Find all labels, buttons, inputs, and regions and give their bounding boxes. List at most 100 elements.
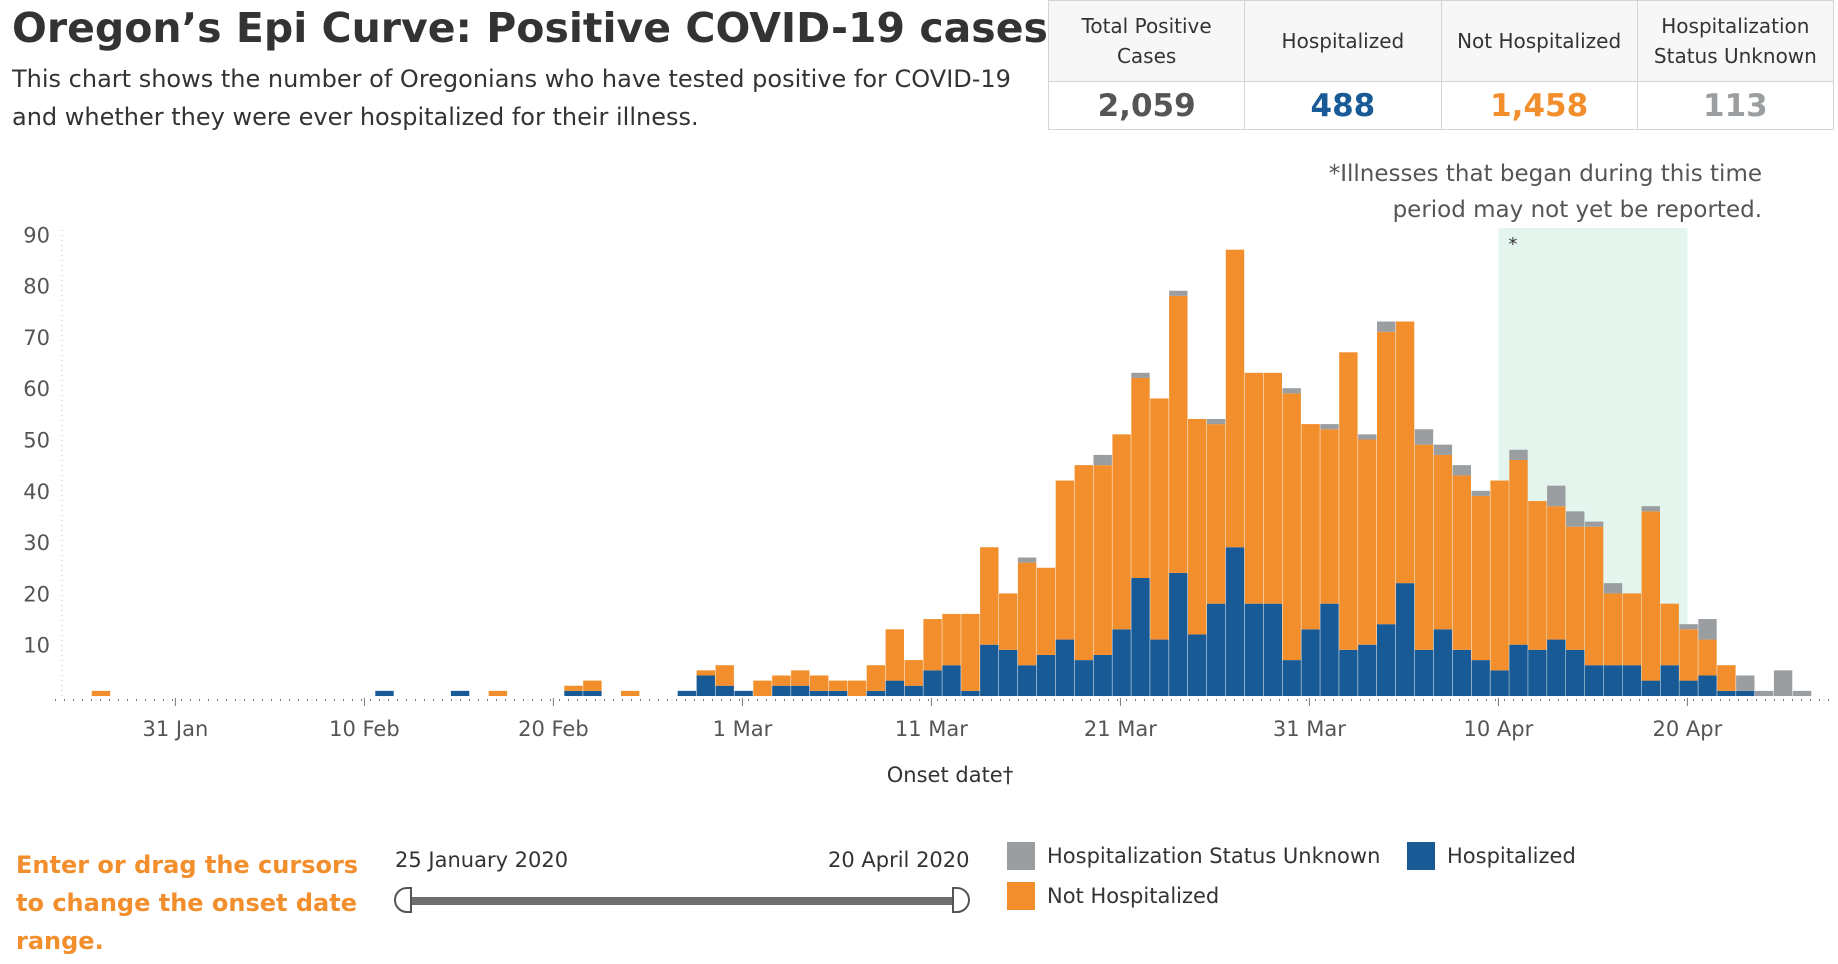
bar-not-hospitalized — [885, 629, 904, 681]
bar-hospitalization-status-unknown — [1433, 444, 1453, 455]
bar-not-hospitalized — [1017, 562, 1037, 666]
x-tick-label: 11 Mar — [895, 717, 968, 741]
bar-not-hospitalized — [1679, 629, 1698, 681]
bar-not-hospitalized — [1698, 639, 1717, 676]
bar-not-hospitalized — [866, 665, 886, 691]
summary-header-total: Total Positive Cases — [1049, 1, 1245, 82]
y-tick-label: 80 — [23, 275, 50, 299]
bar-hospitalized — [1471, 660, 1490, 696]
bar-hospitalization-status-unknown — [1641, 506, 1660, 512]
bar-hospitalized — [1490, 670, 1509, 696]
bar-hospitalized — [1017, 665, 1037, 696]
legend-label-not-hospitalized: Not Hospitalized — [1047, 884, 1220, 908]
bar-hospitalized — [1660, 665, 1679, 696]
page-title: Oregon’s Epi Curve: Positive COVID-19 ca… — [12, 4, 1048, 52]
bar-not-hospitalized — [1244, 372, 1264, 604]
bar-hospitalization-status-unknown — [1736, 675, 1755, 691]
bar-hospitalization-status-unknown — [1093, 454, 1112, 466]
bar-not-hospitalized — [1358, 439, 1377, 645]
summary-header-unknown: Hospitalization Status Unknown — [1637, 1, 1833, 82]
bar-hospitalized — [1584, 665, 1604, 696]
bar-hospitalized — [1074, 660, 1093, 696]
bar-not-hospitalized — [91, 690, 111, 696]
shaded-region-label: * — [1508, 234, 1517, 255]
bar-hospitalized — [677, 690, 697, 696]
bar-hospitalized — [1301, 629, 1320, 696]
x-axis-title: Onset date† — [887, 763, 1013, 787]
bar-hospitalized — [1566, 649, 1585, 696]
summary-col-not-hospitalized: Not Hospitalized 1,458 — [1441, 1, 1638, 129]
bar-hospitalized — [1736, 690, 1755, 696]
bar-hospitalization-status-unknown — [1017, 557, 1037, 563]
bar-not-hospitalized — [1471, 495, 1490, 661]
bar-hospitalized — [1036, 654, 1056, 696]
bar-hospitalized — [866, 690, 886, 696]
bar-not-hospitalized — [1717, 665, 1736, 691]
y-tick-label: 90 — [23, 223, 50, 247]
x-tick-label: 10 Feb — [329, 717, 400, 741]
date-range-slider-track[interactable] — [410, 897, 955, 905]
x-tick-label: 31 Mar — [1273, 717, 1346, 741]
y-tick-label: 30 — [23, 531, 50, 555]
legend-item-not-hospitalized[interactable]: Not Hospitalized — [1007, 882, 1219, 910]
bar-not-hospitalized — [791, 670, 810, 686]
bar-not-hospitalized — [1509, 460, 1528, 645]
summary-col-hospitalized: Hospitalized 488 — [1245, 1, 1442, 129]
slider-start-handle[interactable] — [394, 887, 412, 913]
legend-swatch-hospitalized — [1407, 842, 1435, 870]
summary-header-hospitalized: Hospitalized — [1245, 1, 1441, 82]
bar-hospitalized — [980, 644, 999, 696]
bar-not-hospitalized — [1622, 593, 1642, 666]
bar-hospitalized — [885, 680, 904, 696]
bar-not-hospitalized — [1055, 480, 1075, 640]
bar-hospitalized — [1528, 649, 1547, 696]
bar-not-hospitalized — [980, 547, 999, 645]
bar-not-hospitalized — [772, 675, 791, 686]
bar-not-hospitalized — [1169, 295, 1188, 573]
legend-item-unknown[interactable]: Hospitalization Status Unknown — [1007, 842, 1380, 870]
bar-not-hospitalized — [1320, 429, 1339, 604]
bar-hospitalized — [1225, 547, 1245, 696]
bar-not-hospitalized — [753, 680, 772, 696]
bar-hospitalization-status-unknown — [1206, 418, 1226, 425]
bar-hospitalization-status-unknown — [1131, 372, 1150, 378]
bar-hospitalization-status-unknown — [1377, 321, 1396, 332]
bar-hospitalized — [696, 675, 715, 696]
summary-value-not-hospitalized: 1,458 — [1490, 87, 1589, 124]
bar-hospitalized — [1641, 680, 1660, 696]
legend-item-hospitalized[interactable]: Hospitalized — [1407, 842, 1576, 870]
bar-not-hospitalized — [810, 675, 829, 691]
bar-hospitalization-status-unknown — [1792, 690, 1812, 696]
bar-not-hospitalized — [1641, 511, 1660, 681]
y-tick-label: 10 — [23, 634, 50, 658]
bar-not-hospitalized — [564, 685, 583, 691]
bar-hospitalized — [1509, 644, 1528, 696]
bar-not-hospitalized — [942, 613, 961, 666]
y-tick-label: 50 — [23, 429, 50, 453]
bar-hospitalization-status-unknown — [1320, 424, 1339, 430]
bar-not-hospitalized — [1263, 372, 1282, 604]
bar-not-hospitalized — [1566, 526, 1585, 650]
x-tick-label: 20 Apr — [1653, 717, 1723, 741]
bar-hospitalization-status-unknown — [1547, 485, 1566, 507]
bar-not-hospitalized — [961, 613, 980, 691]
bar-hospitalized — [1244, 603, 1264, 696]
bar-hospitalized — [810, 690, 829, 696]
bar-hospitalization-status-unknown — [1584, 521, 1604, 527]
bar-not-hospitalized — [1603, 593, 1623, 666]
bar-hospitalization-status-unknown — [1755, 690, 1774, 696]
bar-hospitalized — [1282, 660, 1301, 696]
bar-hospitalization-status-unknown — [1452, 465, 1471, 476]
bar-hospitalized — [772, 685, 791, 696]
slider-start-date: 25 January 2020 — [395, 848, 569, 872]
bar-hospitalization-status-unknown — [1603, 583, 1623, 594]
bar-hospitalized — [1622, 665, 1642, 696]
bar-hospitalized — [1547, 639, 1566, 696]
bar-not-hospitalized — [488, 690, 508, 696]
bar-hospitalization-status-unknown — [1471, 490, 1490, 496]
legend-label-unknown: Hospitalization Status Unknown — [1047, 844, 1381, 868]
y-tick-label: 40 — [23, 480, 50, 504]
bar-hospitalized — [904, 685, 923, 696]
slider-end-handle[interactable] — [952, 887, 970, 913]
bar-not-hospitalized — [1036, 567, 1056, 655]
